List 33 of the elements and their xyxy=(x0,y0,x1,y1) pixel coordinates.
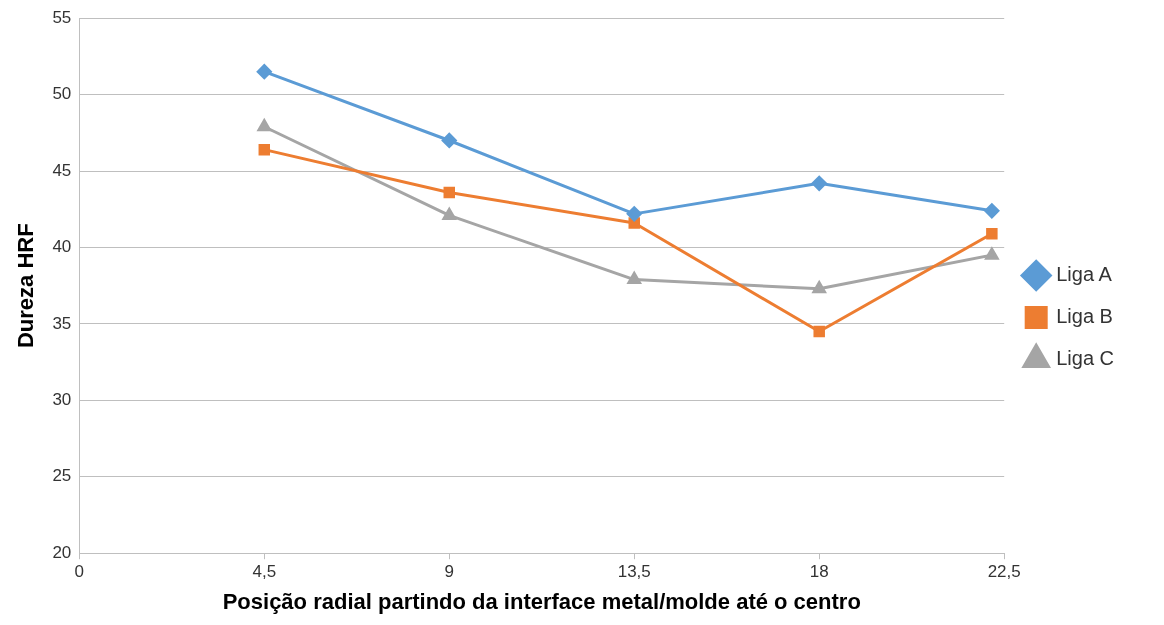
point xyxy=(812,281,826,294)
legend-label: Liga B xyxy=(1056,305,1113,328)
point xyxy=(985,247,999,260)
y-tick-label: 55 xyxy=(52,7,72,27)
y-tick-label: 50 xyxy=(52,84,72,104)
legend-label: Liga C xyxy=(1056,347,1114,370)
x-tick-label: 22,5 xyxy=(987,562,1021,582)
point xyxy=(258,143,271,156)
x-axis-title: Posição radial partindo da interface metal/molde até o centro xyxy=(222,588,861,614)
x-tick-label: 9 xyxy=(444,562,454,582)
y-tick-label: 25 xyxy=(52,466,72,486)
point xyxy=(627,272,641,285)
point xyxy=(984,203,1000,219)
y-tick-label: 30 xyxy=(52,390,72,410)
x-tick-label: 4,5 xyxy=(252,562,277,582)
point xyxy=(811,175,827,191)
y-tick-label: 45 xyxy=(52,160,72,180)
y-tick-label: 40 xyxy=(52,237,72,257)
point xyxy=(626,206,642,222)
point xyxy=(443,186,455,199)
y-tick-label: 35 xyxy=(52,313,72,333)
y-tick-label: 20 xyxy=(52,542,72,562)
point xyxy=(813,325,825,338)
point xyxy=(442,207,456,220)
point xyxy=(257,119,271,132)
legend-label: Liga A xyxy=(1056,263,1113,286)
y-axis-title: Dureza HRF xyxy=(13,223,39,349)
x-tick-label: 13,5 xyxy=(617,562,651,582)
point xyxy=(256,64,272,80)
point xyxy=(441,132,457,148)
x-tick-label: 0 xyxy=(74,562,85,582)
point xyxy=(986,227,998,240)
x-tick-label: 18 xyxy=(809,562,829,582)
